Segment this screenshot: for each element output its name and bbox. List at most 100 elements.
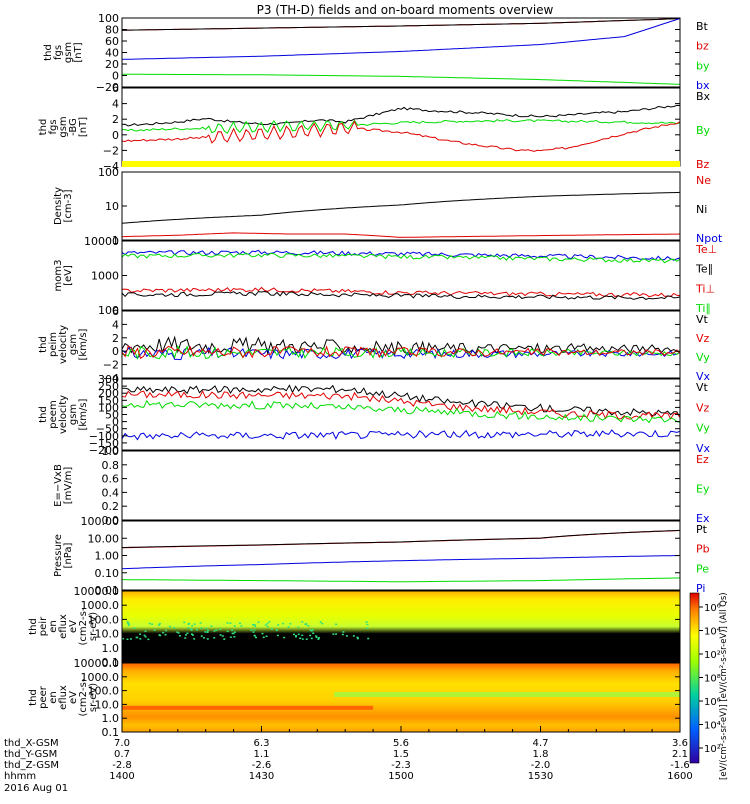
heatmap-speckle <box>229 636 232 638</box>
heatmap-band <box>122 705 374 710</box>
legend-Ti∥: Ti∥ <box>695 302 711 315</box>
heatmap-speckle <box>266 622 269 625</box>
y-axis-label: [nPa] <box>63 542 74 568</box>
y-tick-label: 4 <box>112 318 119 331</box>
legend-Te∥: Te∥ <box>695 263 713 276</box>
legend-Vx: Vx <box>696 442 711 455</box>
heatmap-speckle <box>261 632 264 635</box>
heatmap-speckle <box>352 635 355 637</box>
heatmap-speckle <box>356 636 359 639</box>
heatmap-speckle <box>270 628 273 630</box>
heatmap-speckle <box>190 628 193 630</box>
heatmap-speckle <box>193 638 196 640</box>
colorbar-tick-label: 10⁶ <box>704 603 721 614</box>
y-axis-label: en <box>48 620 59 633</box>
heatmap-speckle <box>341 633 344 636</box>
y-tick-label: 100.00 <box>81 515 120 528</box>
colorbar-ticks: 10⁶ 10⁴ 10² 10⁸ 10⁶ 10⁴ 10² <box>699 603 721 755</box>
x-row-value: 1.1 <box>254 749 270 760</box>
y-tick-label: 0.1 <box>102 656 120 669</box>
series-peem-Vz <box>121 390 681 420</box>
legend-Npot: Npot <box>696 232 723 245</box>
y-axis-label: fgs <box>48 119 59 134</box>
heatmap-speckle <box>310 630 313 632</box>
heatmap-speckle <box>190 629 193 631</box>
y-axis-label: thd <box>28 689 39 706</box>
heatmap-speckle <box>315 636 318 639</box>
y-axis-label: eflux <box>58 614 69 639</box>
y-tick-label: −2 <box>103 359 119 372</box>
colorbar: 10⁶ 10⁴ 10² 10⁸ 10⁶ 10⁴ 10² [eV/(cm²-s-sr-eV)]… <box>689 592 729 780</box>
heatmap-speckle <box>186 632 189 635</box>
panel-frame <box>121 171 681 241</box>
x-row-value: 1430 <box>249 771 274 782</box>
colorbar-tick-label: 10⁸ <box>704 674 721 685</box>
y-axis-label: mom3 <box>53 260 64 292</box>
heatmap-speckle <box>233 625 236 627</box>
heatmap-speckle <box>191 634 194 636</box>
x-row-name: thd_X-GSM <box>4 738 59 749</box>
panel-frame <box>121 240 681 311</box>
x-row-value: 6.3 <box>254 738 270 749</box>
legend-bx: bx <box>696 79 710 92</box>
y-tick-label: 80 <box>105 24 119 37</box>
heatmap-speckle <box>321 622 324 625</box>
legend-Ne: Ne <box>696 174 711 187</box>
x-row-value: 5.6 <box>393 738 409 749</box>
heatmap-speckle <box>289 623 292 625</box>
y-axis-label: (cm2-s- <box>78 678 89 716</box>
x-row-value: -2.3 <box>391 760 411 771</box>
heatmap-speckle <box>299 637 302 640</box>
heatmap-speckle <box>215 629 218 631</box>
heatmap-speckle <box>275 629 278 631</box>
heatmap-speckle <box>301 634 304 637</box>
y-tick-label: 0.4 <box>102 486 120 499</box>
colorbar-tick-label: 10² <box>704 650 721 661</box>
y-axis-label: E=−VxB <box>53 464 64 507</box>
legend-Vx: Vx <box>696 370 711 383</box>
y-tick-label: 250 <box>98 380 119 393</box>
y-tick-label: 1.0 <box>102 445 120 458</box>
heatmap-speckle <box>133 627 136 629</box>
y-tick-label: 6 <box>112 305 119 318</box>
legend-Pb: Pb <box>696 543 710 556</box>
heatmap-speckle <box>193 623 196 625</box>
y-tick-label: −4 <box>103 372 119 385</box>
legend-Ez: Ez <box>696 453 709 466</box>
legend-Ni: Ni <box>696 203 707 216</box>
y-tick-label: 0.10 <box>95 567 120 580</box>
x-row-value: 7.0 <box>114 738 130 749</box>
heatmap-speckle <box>253 624 256 626</box>
x-row-value: 1400 <box>109 771 134 782</box>
heatmap-speckle <box>233 631 236 633</box>
y-axis-label: sr-eV) <box>88 612 99 641</box>
y-axis-label: gsm <box>58 116 69 137</box>
heatmap-speckle <box>356 637 359 640</box>
y-tick-label: 2 <box>112 332 119 345</box>
heatmap-speckle <box>293 633 296 636</box>
y-tick-label: 300 <box>98 373 119 386</box>
heatmap-speckle <box>239 622 242 625</box>
heatmap-speckle <box>311 629 314 631</box>
heatmap-speckle <box>173 627 176 629</box>
y-tick-label: 1 <box>112 234 119 247</box>
y-tick-label: 60 <box>105 35 119 48</box>
panel-fgs_dsl: 6 4 2 0 −2 −4 thd fgs gsm -BG [nT] Bx By Bz <box>38 82 711 173</box>
x-row-name: hhmm <box>4 771 36 782</box>
heatmap-speckle <box>257 621 260 624</box>
heatmap-speckle <box>127 623 130 625</box>
heatmap-speckle <box>144 630 147 633</box>
y-axis-label: gsm <box>68 334 79 355</box>
y-tick-label: 100.0 <box>88 685 120 698</box>
heatmap-speckle <box>367 637 370 640</box>
heatmap-speckle <box>122 637 125 640</box>
heatmap-peer <box>122 663 680 732</box>
heatmap-speckle <box>226 622 229 624</box>
heatmap-speckle <box>127 622 130 624</box>
heatmap-speckle <box>127 624 130 627</box>
heatmap-speckle <box>266 625 269 628</box>
legend-Vy: Vy <box>696 422 710 435</box>
